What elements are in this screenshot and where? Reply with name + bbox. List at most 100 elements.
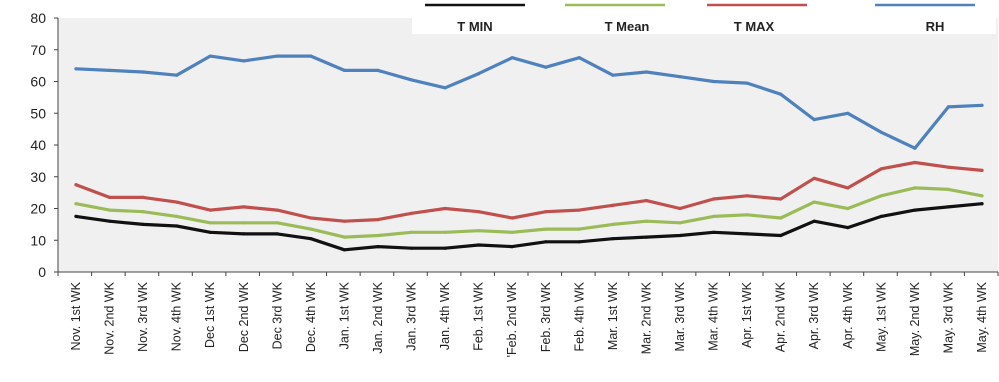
data-point-rh bbox=[410, 78, 414, 82]
x-tick-label: Apr. 3rd WK bbox=[807, 281, 821, 349]
x-tick-label: Jan. 3rd WK bbox=[405, 281, 419, 350]
data-point-rh bbox=[309, 54, 313, 58]
data-point-t-mean bbox=[745, 213, 749, 217]
data-point-t-min bbox=[208, 230, 212, 234]
data-point-t-min bbox=[242, 232, 246, 236]
data-point-rh bbox=[644, 70, 649, 74]
data-point-t-min bbox=[946, 205, 951, 209]
data-point-t-mean bbox=[208, 221, 212, 225]
y-tick-label: 20 bbox=[30, 201, 46, 217]
data-point-rh bbox=[879, 130, 883, 134]
y-tick-label: 0 bbox=[38, 264, 46, 280]
data-point-t-mean bbox=[477, 229, 481, 233]
data-point-t-min bbox=[477, 243, 481, 247]
data-point-rh bbox=[980, 103, 984, 107]
data-point-t-mean bbox=[812, 200, 816, 204]
data-point-t-mean bbox=[779, 216, 783, 220]
data-point-t-max bbox=[108, 195, 112, 199]
data-point-rh bbox=[812, 118, 816, 122]
x-tick-label: Dec 3rd WK bbox=[270, 281, 284, 349]
data-point-t-max bbox=[208, 208, 212, 212]
x-tick-label: Dec 1st WK bbox=[203, 281, 217, 348]
data-point-rh bbox=[745, 81, 749, 85]
data-point-t-min bbox=[779, 233, 783, 238]
x-tick-label: Nov. 4th WK bbox=[170, 281, 184, 351]
x-tick-label: Dec. 4th WK bbox=[304, 281, 318, 352]
y-axis: 0 10 20 30 40 50 60 70 80 bbox=[30, 10, 58, 280]
data-point-t-min bbox=[175, 224, 179, 228]
data-point-rh bbox=[242, 59, 246, 63]
data-point-rh bbox=[108, 68, 112, 72]
data-point-t-min bbox=[410, 246, 414, 250]
data-point-t-max bbox=[611, 203, 615, 207]
data-point-t-max bbox=[644, 199, 649, 203]
data-point-t-mean bbox=[242, 221, 246, 225]
data-point-t-max bbox=[275, 208, 279, 212]
data-point-rh bbox=[208, 54, 212, 58]
data-point-t-min bbox=[644, 235, 649, 239]
x-tick-label: Apr. 1st WK bbox=[740, 281, 754, 348]
data-point-t-max bbox=[74, 183, 78, 187]
data-point-t-min bbox=[812, 219, 816, 223]
data-point-t-min bbox=[678, 233, 682, 238]
data-point-t-mean bbox=[980, 194, 984, 198]
x-tick-label: Mar. 4th WK bbox=[707, 281, 721, 350]
data-point-t-max bbox=[477, 210, 481, 214]
x-tick-label: Nov. 2nd WK bbox=[103, 281, 117, 354]
data-point-rh bbox=[946, 105, 951, 109]
data-point-t-mean bbox=[141, 210, 145, 214]
data-point-t-mean bbox=[309, 227, 313, 231]
data-point-t-min bbox=[913, 208, 917, 212]
data-point-t-min bbox=[342, 248, 346, 252]
data-point-t-max bbox=[510, 216, 514, 220]
data-point-rh bbox=[376, 68, 380, 72]
data-point-t-min bbox=[376, 245, 380, 249]
data-point-t-max bbox=[242, 205, 246, 209]
data-point-t-max bbox=[712, 197, 716, 201]
data-point-t-min bbox=[510, 245, 514, 249]
data-point-t-max bbox=[879, 167, 883, 171]
data-point-t-max bbox=[678, 206, 682, 211]
data-point-rh bbox=[141, 70, 145, 74]
data-point-t-mean bbox=[644, 219, 649, 223]
x-tick-label: Mar. 3rd WK bbox=[673, 281, 687, 351]
data-point-rh bbox=[275, 54, 279, 58]
series-line-t-mean bbox=[74, 186, 984, 239]
data-point-t-max bbox=[946, 165, 951, 169]
x-tick-label: May. 4th WK bbox=[975, 281, 989, 352]
data-point-rh bbox=[779, 92, 783, 96]
y-tick-label: 10 bbox=[30, 232, 46, 248]
data-point-t-min bbox=[141, 222, 145, 226]
x-tick-label: Nov. 3rd WK bbox=[136, 281, 150, 352]
data-point-rh bbox=[175, 73, 179, 77]
plot-area bbox=[58, 18, 998, 272]
data-point-t-mean bbox=[342, 235, 346, 239]
data-point-t-mean bbox=[108, 208, 112, 212]
data-point-rh bbox=[846, 111, 850, 115]
data-point-t-min bbox=[577, 240, 581, 244]
data-point-t-min bbox=[611, 237, 615, 241]
x-tick-label: 'Feb. 2nd WK bbox=[505, 281, 519, 357]
data-point-rh bbox=[577, 56, 581, 60]
x-tick-label: Jan. 4th WK bbox=[438, 281, 452, 350]
x-tick-label: Mar. 2nd WK bbox=[639, 281, 653, 354]
legend-label-rh: RH bbox=[926, 19, 945, 34]
legend: T MIN T Mean T MAX RH bbox=[425, 3, 975, 34]
data-point-t-max bbox=[544, 210, 548, 214]
x-tick-label: Mar. 1st WK bbox=[606, 281, 620, 350]
data-point-rh bbox=[443, 86, 447, 90]
data-point-rh bbox=[611, 73, 615, 77]
series-line-rh bbox=[74, 54, 984, 150]
data-point-t-max bbox=[913, 160, 917, 165]
y-tick-label: 60 bbox=[30, 74, 46, 90]
data-point-t-min bbox=[443, 246, 447, 250]
data-point-rh bbox=[342, 68, 346, 72]
data-point-t-max bbox=[141, 195, 145, 199]
data-point-t-min bbox=[712, 230, 716, 234]
data-point-t-min bbox=[309, 237, 313, 241]
x-tick-label: Apr. 4th WK bbox=[841, 281, 855, 348]
y-tick-label: 40 bbox=[30, 137, 46, 153]
data-point-t-max bbox=[410, 211, 414, 215]
data-point-t-max bbox=[376, 218, 380, 222]
data-point-t-min bbox=[108, 219, 112, 223]
